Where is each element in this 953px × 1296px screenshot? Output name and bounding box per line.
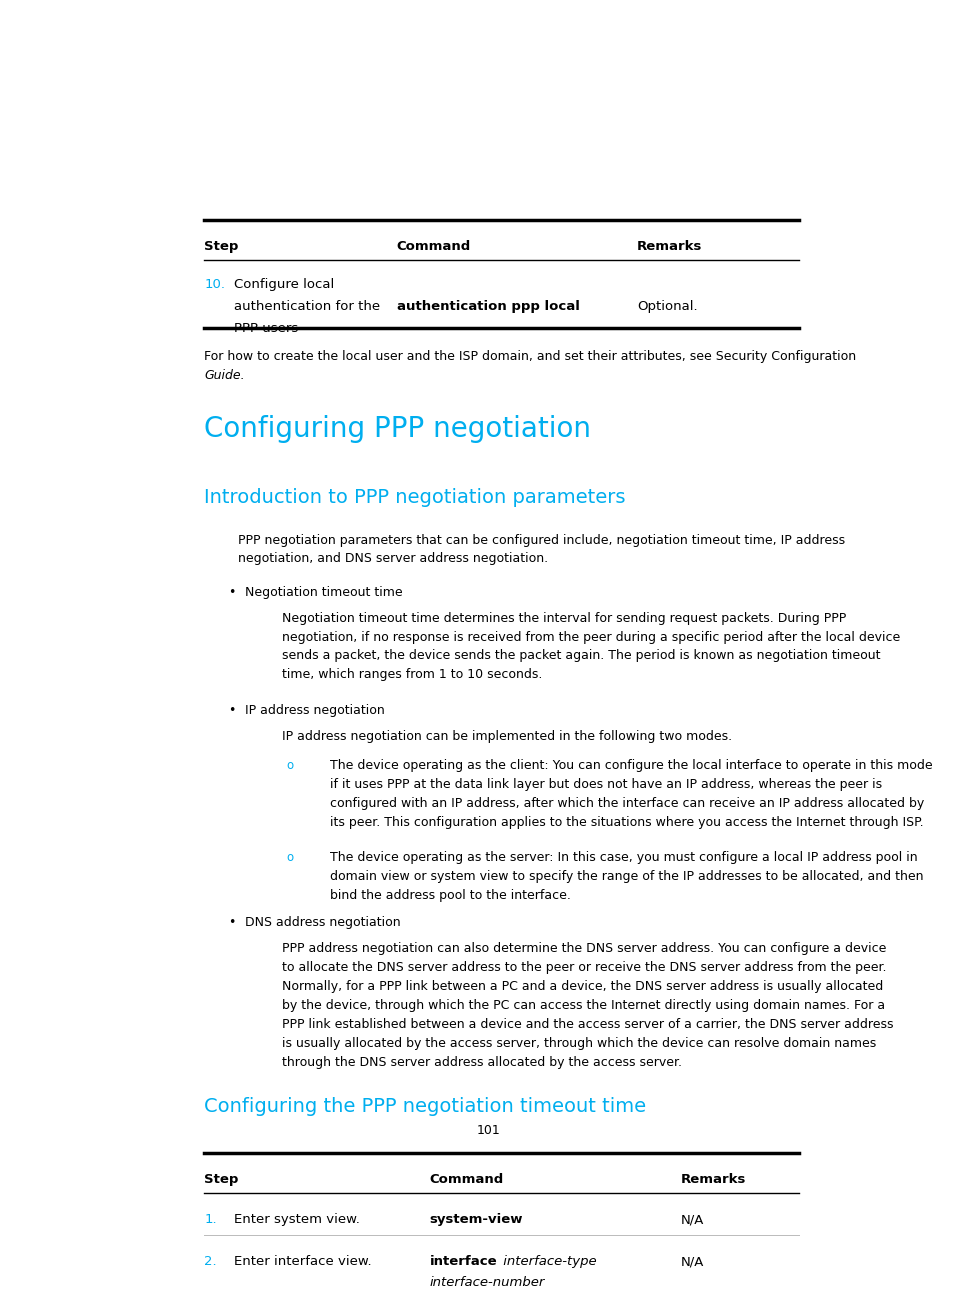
Text: interface-number: interface-number (429, 1277, 544, 1290)
Text: For how to create the local user and the ISP domain, and set their attributes, s: For how to create the local user and the… (204, 350, 856, 363)
Text: authentication ppp local: authentication ppp local (396, 301, 578, 314)
Text: time, which ranges from 1 to 10 seconds.: time, which ranges from 1 to 10 seconds. (282, 669, 541, 682)
Text: Negotiation timeout time: Negotiation timeout time (245, 586, 402, 599)
Text: •: • (228, 916, 235, 929)
Text: if it uses PPP at the data link layer but does not have an IP address, whereas t: if it uses PPP at the data link layer bu… (330, 778, 882, 792)
Text: domain view or system view to specify the range of the IP addresses to be alloca: domain view or system view to specify th… (330, 870, 923, 883)
Text: authentication for the: authentication for the (233, 301, 379, 314)
Text: •: • (228, 705, 235, 718)
Text: interface-type: interface-type (498, 1256, 596, 1269)
Text: Remarks: Remarks (637, 240, 701, 253)
Text: PPP link established between a device and the access server of a carrier, the DN: PPP link established between a device an… (282, 1017, 892, 1030)
Text: Enter system view.: Enter system view. (233, 1213, 359, 1226)
Text: Remarks: Remarks (680, 1173, 746, 1186)
Text: Configuring the PPP negotiation timeout time: Configuring the PPP negotiation timeout … (204, 1096, 646, 1116)
Text: IP address negotiation can be implemented in the following two modes.: IP address negotiation can be implemente… (282, 731, 731, 744)
Text: negotiation, if no response is received from the peer during a specific period a: negotiation, if no response is received … (282, 631, 900, 644)
Text: The device operating as the server: In this case, you must configure a local IP : The device operating as the server: In t… (330, 851, 917, 864)
Text: by the device, through which the PC can access the Internet directly using domai: by the device, through which the PC can … (282, 999, 884, 1012)
Text: Normally, for a PPP link between a PC and a device, the DNS server address is us: Normally, for a PPP link between a PC an… (282, 980, 882, 993)
Text: PPP negotiation parameters that can be configured include, negotiation timeout t: PPP negotiation parameters that can be c… (237, 534, 843, 547)
Text: Step: Step (204, 240, 238, 253)
Text: its peer. This configuration applies to the situations where you access the Inte: its peer. This configuration applies to … (330, 816, 923, 829)
Text: o: o (286, 759, 294, 772)
Text: PPP users: PPP users (233, 323, 297, 336)
Text: o: o (286, 851, 294, 864)
Text: The device operating as the client: You can configure the local interface to ope: The device operating as the client: You … (330, 759, 932, 772)
Text: Enter interface view.: Enter interface view. (233, 1256, 371, 1269)
Text: 1.: 1. (204, 1213, 216, 1226)
Text: N/A: N/A (680, 1256, 704, 1269)
Text: 2.: 2. (204, 1256, 216, 1269)
Text: to allocate the DNS server address to the peer or receive the DNS server address: to allocate the DNS server address to th… (282, 960, 885, 973)
Text: is usually allocated by the access server, through which the device can resolve : is usually allocated by the access serve… (282, 1037, 875, 1050)
Text: N/A: N/A (680, 1213, 704, 1226)
Text: Negotiation timeout time determines the interval for sending request packets. Du: Negotiation timeout time determines the … (282, 612, 845, 625)
Text: PPP address negotiation can also determine the DNS server address. You can confi: PPP address negotiation can also determi… (282, 942, 885, 955)
Text: configured with an IP address, after which the interface can receive an IP addre: configured with an IP address, after whi… (330, 797, 923, 810)
Text: Optional.: Optional. (637, 301, 697, 314)
Text: sends a packet, the device sends the packet again. The period is known as negoti: sends a packet, the device sends the pac… (282, 649, 880, 662)
Text: •: • (228, 586, 235, 599)
Text: bind the address pool to the interface.: bind the address pool to the interface. (330, 889, 570, 902)
Text: Step: Step (204, 1173, 238, 1186)
Text: system-view: system-view (429, 1213, 523, 1226)
Text: Configure local: Configure local (233, 279, 334, 292)
Text: Command: Command (396, 240, 470, 253)
Text: interface: interface (429, 1256, 497, 1269)
Text: DNS address negotiation: DNS address negotiation (245, 916, 400, 929)
Text: through the DNS server address allocated by the access server.: through the DNS server address allocated… (282, 1056, 681, 1069)
Text: 10.: 10. (204, 279, 225, 292)
Text: Configuring PPP negotiation: Configuring PPP negotiation (204, 415, 591, 443)
Text: negotiation, and DNS server address negotiation.: negotiation, and DNS server address nego… (237, 552, 547, 565)
Text: 101: 101 (476, 1124, 500, 1137)
Text: IP address negotiation: IP address negotiation (245, 705, 384, 718)
Text: Introduction to PPP negotiation parameters: Introduction to PPP negotiation paramete… (204, 487, 625, 507)
Text: Command: Command (429, 1173, 503, 1186)
Text: Guide.: Guide. (204, 369, 245, 382)
